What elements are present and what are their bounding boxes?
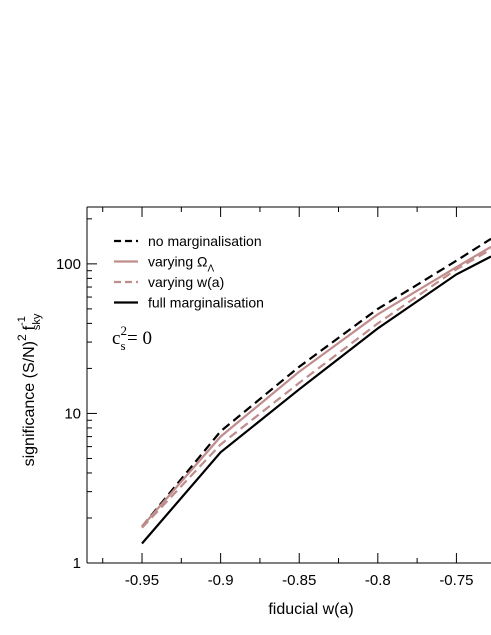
- annotation-sub: s: [120, 338, 125, 353]
- y-axis-label-sub-f: sky: [31, 313, 43, 330]
- x-tick-label: -0.75: [439, 572, 473, 589]
- series-varying-line: [141, 245, 491, 528]
- series-varying-w-a-line: [141, 248, 491, 529]
- y-tick-label: 1: [73, 555, 81, 572]
- x-axis-label: fiducial w(a): [268, 601, 353, 618]
- y-axis-label: significance (S/N)2 f-1 sky: [15, 313, 43, 466]
- annotation-c: c: [112, 328, 120, 349]
- annotation-sup: 2: [121, 323, 128, 338]
- series-layer: [141, 237, 491, 545]
- y-tick-label: 100: [56, 256, 81, 273]
- legend-item-label: varying ΩΛ: [148, 254, 215, 275]
- x-tick-label: -0.9: [208, 572, 234, 589]
- axes: [86, 206, 491, 564]
- y-tick-label: 10: [64, 405, 81, 422]
- annotation-rest: = 0: [127, 328, 152, 349]
- y-axis-label-sup: 2: [15, 334, 29, 341]
- y-axis-label-main: significance (S/N): [21, 341, 38, 466]
- x-tick-label: -0.85: [282, 572, 316, 589]
- legend-item-label: full marginalisation: [148, 295, 264, 311]
- series-no-marginalisation-line: [141, 237, 491, 528]
- y-axis-label-f: f: [21, 325, 38, 330]
- annotation-cs2: cs2= 0: [112, 323, 152, 353]
- series-full-marginalisation-line: [141, 255, 491, 545]
- legend-item-label: varying w(a): [148, 274, 224, 290]
- legend-item-label: no marginalisation: [148, 233, 262, 249]
- ticks: -0.95 -0.9 -0.85 -0.8 -0.75 1 10 100: [56, 207, 474, 589]
- x-tick-label: -0.95: [125, 572, 159, 589]
- y-axis-label-sup-f: -1: [16, 316, 28, 326]
- x-tick-label: -0.8: [365, 572, 391, 589]
